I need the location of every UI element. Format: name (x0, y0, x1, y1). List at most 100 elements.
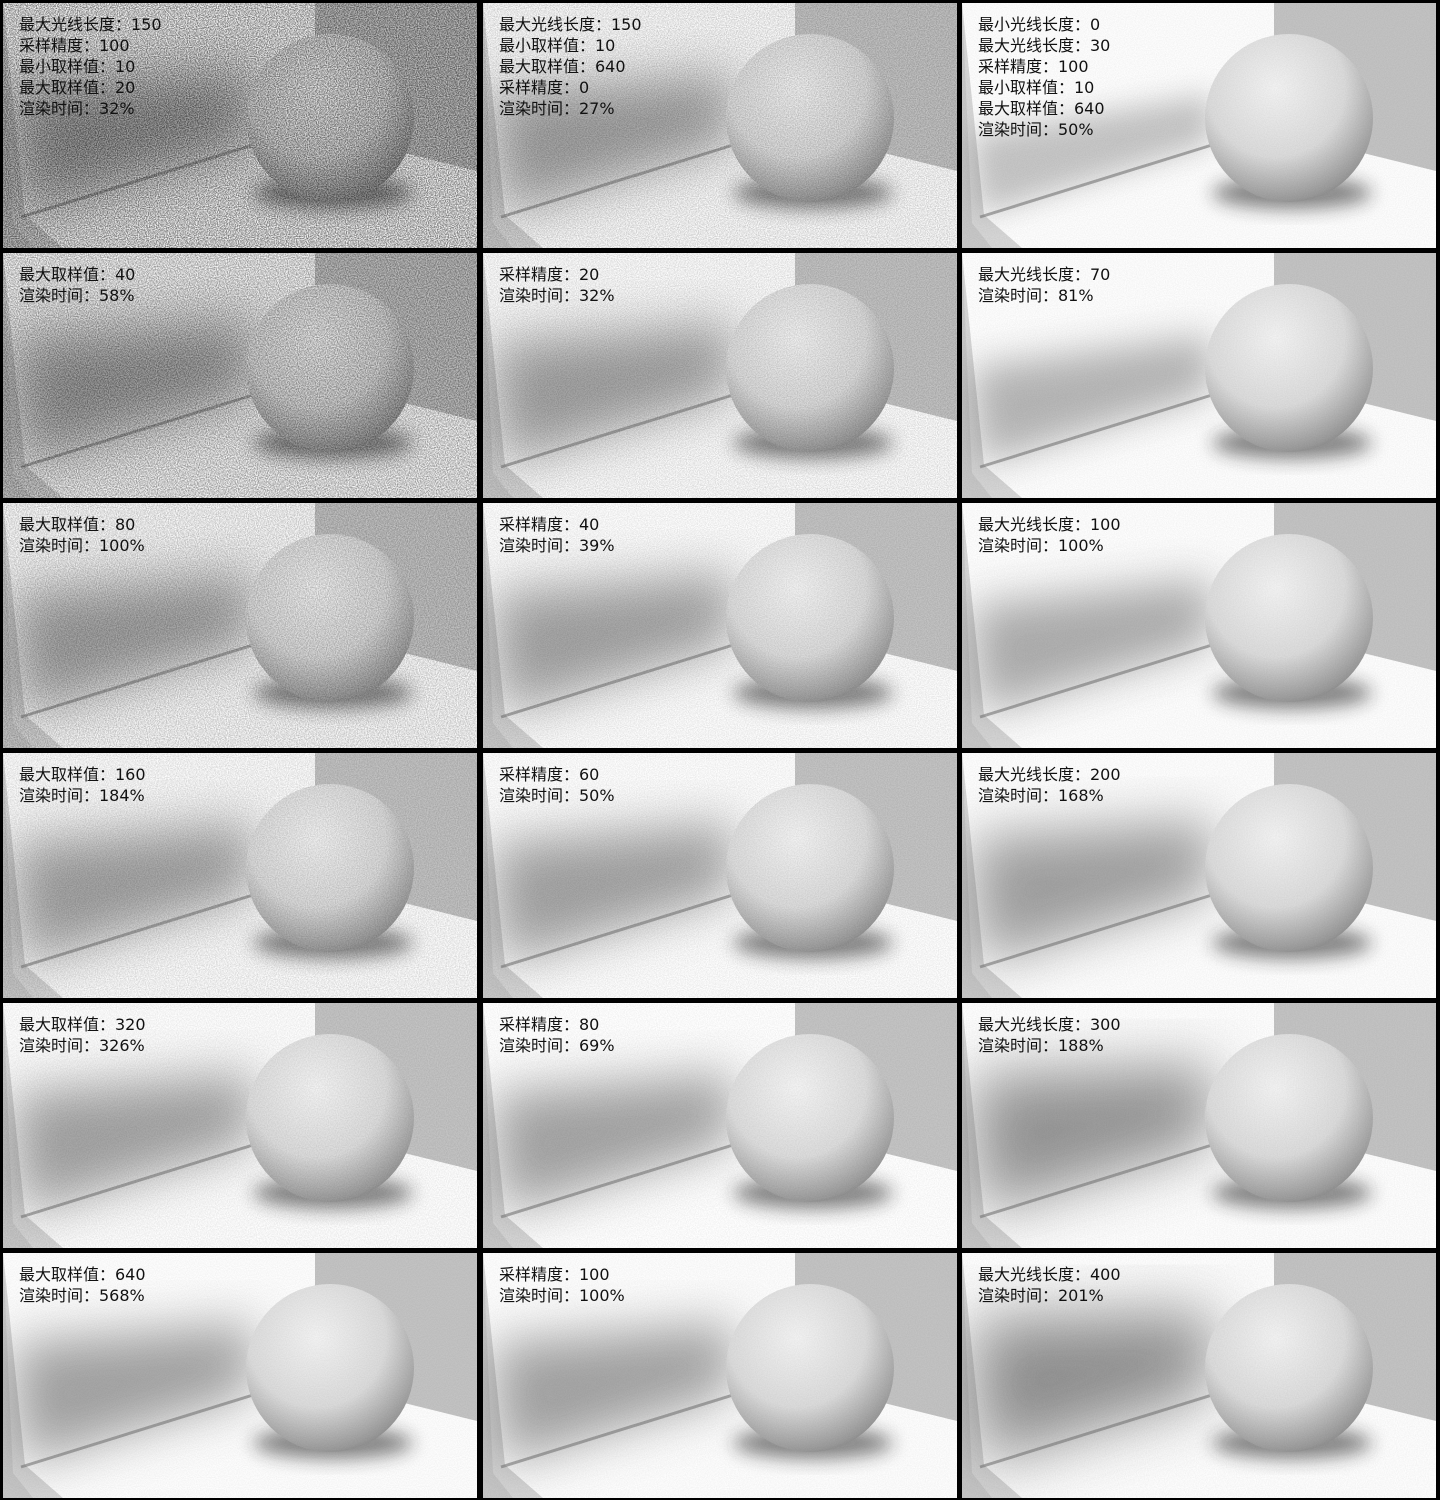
parameter-label: 采样精度：100 (19, 36, 130, 55)
parameter-labels: 采样精度：40 渲染时间：39% (499, 514, 615, 556)
parameter-label: 渲染时间：201% (978, 1286, 1104, 1305)
parameter-label: 最大光线长度：200 (978, 765, 1121, 784)
parameter-label: 采样精度：80 (499, 1015, 600, 1034)
parameter-label: 最大光线长度：100 (978, 515, 1121, 534)
parameter-labels: 采样精度：20 渲染时间：32% (499, 264, 615, 306)
parameter-label: 最大取样值：40 (19, 265, 136, 284)
render-cell: 最大取样值：160 渲染时间：184% (3, 753, 477, 998)
parameter-label: 渲染时间：50% (499, 786, 615, 805)
parameter-labels: 最小光线长度：0 最大光线长度：30 采样精度：100 最小取样值：10 最大取样值：6… (978, 14, 1110, 140)
parameter-label: 渲染时间：50% (978, 120, 1094, 139)
parameter-labels: 最大光线长度：100 渲染时间：100% (978, 514, 1121, 556)
render-cell: 最小光线长度：0 最大光线长度：30 采样精度：100 最小取样值：10 最大取样值：6… (962, 3, 1436, 248)
parameter-labels: 最大取样值：80 渲染时间：100% (19, 514, 145, 556)
render-scene (962, 753, 1436, 998)
render-scene (483, 253, 957, 498)
render-scene (962, 3, 1436, 248)
parameter-label: 渲染时间：168% (978, 786, 1104, 805)
render-scene (483, 753, 957, 998)
parameter-label: 渲染时间：568% (19, 1286, 145, 1305)
parameter-label: 最大光线长度：150 (19, 15, 162, 34)
parameter-labels: 采样精度：100 渲染时间：100% (499, 1264, 625, 1306)
render-scene (3, 253, 477, 498)
render-cell: 最大取样值：320 渲染时间：326% (3, 1003, 477, 1248)
render-cell: 最大光线长度：100 渲染时间：100% (962, 503, 1436, 748)
render-scene (483, 3, 957, 248)
render-cell: 采样精度：60 渲染时间：50% (483, 753, 957, 998)
parameter-labels: 最大取样值：160 渲染时间：184% (19, 764, 146, 806)
parameter-label: 渲染时间：100% (19, 536, 145, 555)
parameter-labels: 采样精度：80 渲染时间：69% (499, 1014, 615, 1056)
parameter-labels: 最大取样值：320 渲染时间：326% (19, 1014, 146, 1056)
render-scene (3, 3, 477, 248)
parameter-label: 最大光线长度：300 (978, 1015, 1121, 1034)
parameter-label: 采样精度：0 (499, 78, 590, 97)
parameter-label: 渲染时间：81% (978, 286, 1094, 305)
parameter-labels: 最大取样值：40 渲染时间：58% (19, 264, 135, 306)
parameter-label: 采样精度：100 (978, 57, 1089, 76)
render-scene (483, 1253, 957, 1498)
parameter-label: 渲染时间：188% (978, 1036, 1104, 1055)
parameter-label: 渲染时间：69% (499, 1036, 615, 1055)
parameter-label: 最小取样值：10 (19, 57, 136, 76)
parameter-labels: 最大光线长度：200 渲染时间：168% (978, 764, 1121, 806)
parameter-label: 最大取样值：640 (19, 1265, 146, 1284)
parameter-label: 采样精度：60 (499, 765, 600, 784)
render-scene (483, 1003, 957, 1248)
parameter-labels: 最大光线长度：400 渲染时间：201% (978, 1264, 1121, 1306)
parameter-label: 采样精度：20 (499, 265, 600, 284)
parameter-label: 渲染时间：326% (19, 1036, 145, 1055)
render-cell: 最大光线长度：150 最小取样值：10 最大取样值：640 采样精度：0 渲染时间：27… (483, 3, 957, 248)
render-scene (962, 1253, 1436, 1498)
render-cell: 最大光线长度：150 采样精度：100 最小取样值：10 最大取样值：20 渲染时间：3… (3, 3, 477, 248)
parameter-labels: 最大光线长度：150 最小取样值：10 最大取样值：640 采样精度：0 渲染时间：27… (499, 14, 642, 119)
parameter-label: 渲染时间：32% (499, 286, 615, 305)
parameter-label: 最大光线长度：30 (978, 36, 1111, 55)
render-scene (3, 503, 477, 748)
render-cell: 最大取样值：40 渲染时间：58% (3, 253, 477, 498)
parameter-label: 最大取样值：160 (19, 765, 146, 784)
render-scene (3, 1003, 477, 1248)
parameter-label: 渲染时间：58% (19, 286, 135, 305)
render-cell: 最大光线长度：70 渲染时间：81% (962, 253, 1436, 498)
parameter-label: 最小光线长度：0 (978, 15, 1101, 34)
render-scene (483, 503, 957, 748)
render-cell: 最大光线长度：300 渲染时间：188% (962, 1003, 1436, 1248)
parameter-label: 最小取样值：10 (499, 36, 616, 55)
render-cell: 采样精度：100 渲染时间：100% (483, 1253, 957, 1498)
parameter-label: 渲染时间：100% (499, 1286, 625, 1305)
parameter-label: 最大光线长度：70 (978, 265, 1111, 284)
parameter-labels: 最大光线长度：300 渲染时间：188% (978, 1014, 1121, 1056)
render-cell: 采样精度：80 渲染时间：69% (483, 1003, 957, 1248)
parameter-label: 最小取样值：10 (978, 78, 1095, 97)
parameter-labels: 最大取样值：640 渲染时间：568% (19, 1264, 146, 1306)
render-cell: 最大取样值：640 渲染时间：568% (3, 1253, 477, 1498)
render-scene (3, 753, 477, 998)
parameter-labels: 最大光线长度：150 采样精度：100 最小取样值：10 最大取样值：20 渲染时间：3… (19, 14, 162, 119)
parameter-label: 最大光线长度：150 (499, 15, 642, 34)
render-cell: 最大光线长度：200 渲染时间：168% (962, 753, 1436, 998)
render-scene (962, 503, 1436, 748)
render-cell: 采样精度：20 渲染时间：32% (483, 253, 957, 498)
parameter-label: 最大光线长度：400 (978, 1265, 1121, 1284)
parameter-label: 渲染时间：184% (19, 786, 145, 805)
render-cell: 最大光线长度：400 渲染时间：201% (962, 1253, 1436, 1498)
parameter-label: 采样精度：100 (499, 1265, 610, 1284)
parameter-label: 渲染时间：27% (499, 99, 615, 118)
parameter-labels: 最大光线长度：70 渲染时间：81% (978, 264, 1110, 306)
parameter-label: 采样精度：40 (499, 515, 600, 534)
parameter-labels: 采样精度：60 渲染时间：50% (499, 764, 615, 806)
parameter-label: 最大取样值：20 (19, 78, 136, 97)
parameter-label: 渲染时间：100% (978, 536, 1104, 555)
parameter-label: 最大取样值：640 (978, 99, 1105, 118)
parameter-label: 最大取样值：640 (499, 57, 626, 76)
render-scene (962, 1003, 1436, 1248)
render-scene (3, 1253, 477, 1498)
parameter-label: 最大取样值：320 (19, 1015, 146, 1034)
parameter-label: 最大取样值：80 (19, 515, 136, 534)
render-scene (962, 253, 1436, 498)
parameter-label: 渲染时间：39% (499, 536, 615, 555)
render-cell: 采样精度：40 渲染时间：39% (483, 503, 957, 748)
render-cell: 最大取样值：80 渲染时间：100% (3, 503, 477, 748)
